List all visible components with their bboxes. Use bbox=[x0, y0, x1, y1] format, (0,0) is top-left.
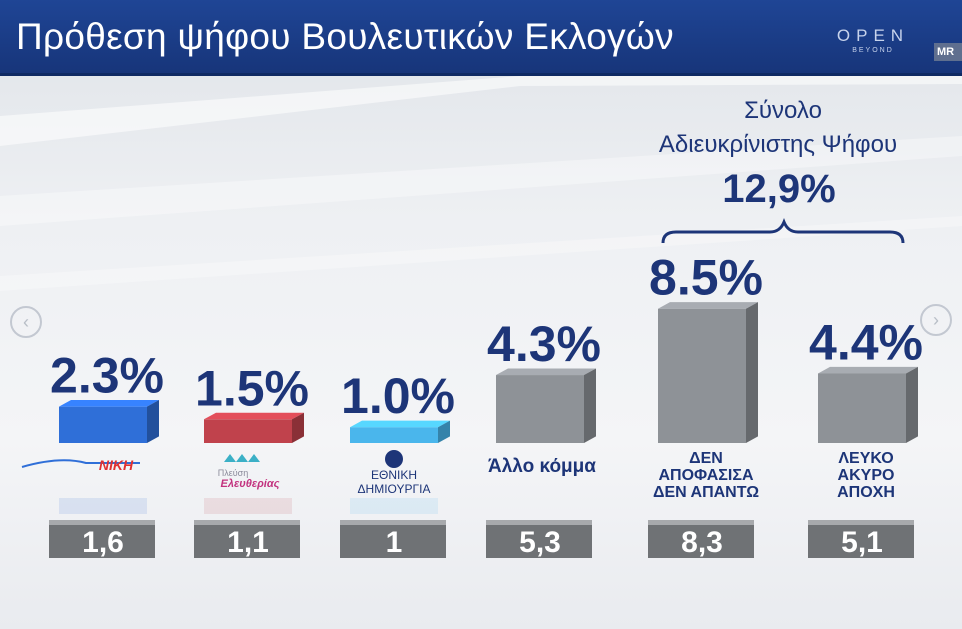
previous-value-box-top-5 bbox=[648, 520, 754, 525]
ethniki-logo-text-2: ΔΗΜΙΟΥΡΓΙΑ bbox=[358, 482, 431, 496]
bar-side-1 bbox=[147, 400, 159, 443]
bar-top-4 bbox=[496, 368, 596, 376]
previous-value-box-2 bbox=[194, 520, 300, 558]
bar-side-6 bbox=[906, 366, 918, 443]
value-label-5: 8.5% bbox=[649, 250, 763, 306]
previous-value-5: 8,3 bbox=[681, 526, 723, 559]
bar-top-3 bbox=[350, 420, 450, 428]
bar-top-6 bbox=[818, 366, 918, 374]
bar-top-5 bbox=[658, 302, 758, 309]
previous-value-box-top-3 bbox=[340, 520, 446, 525]
bar-side-2 bbox=[292, 412, 304, 443]
brand-sub-text: BEYOND bbox=[852, 47, 894, 54]
bar-1 bbox=[59, 406, 147, 443]
undecided-label-line2: Αδιευκρίνιστης Ψήφου bbox=[659, 131, 897, 158]
previous-value-box-top-2 bbox=[194, 520, 300, 525]
undecided-bracket bbox=[661, 217, 905, 244]
previous-value-box-top-1 bbox=[49, 520, 155, 525]
previous-value-box-3 bbox=[340, 520, 446, 558]
bar-4 bbox=[496, 375, 584, 443]
value-label-2: 1.5% bbox=[195, 360, 309, 416]
previous-value-box-top-6 bbox=[808, 520, 914, 525]
bar-reflection-3 bbox=[350, 498, 438, 514]
previous-value-1: 1,6 bbox=[82, 526, 124, 559]
value-label-4: 4.3% bbox=[487, 316, 601, 372]
undecided-total: 12,9% bbox=[722, 167, 835, 211]
bar-label-5-line-3: ΔΕΝ ΑΠΑΝΤΩ bbox=[653, 484, 759, 501]
value-label-1: 2.3% bbox=[50, 348, 164, 404]
previous-value-box-1 bbox=[49, 520, 155, 558]
mrb-badge: MR bbox=[934, 43, 962, 61]
previous-value-box-4 bbox=[486, 520, 592, 558]
bar-label-4: Άλλο κόμμα bbox=[488, 456, 596, 477]
bar-top-2 bbox=[204, 412, 304, 420]
previous-value-box-top-4 bbox=[486, 520, 592, 525]
previous-value-4: 5,3 bbox=[519, 526, 561, 559]
bar-2 bbox=[204, 419, 292, 443]
brand-main-text: OPEN bbox=[836, 26, 910, 45]
bar-5 bbox=[658, 308, 746, 443]
header-bar: Πρόθεση ψήφου Βουλευτικών Εκλογών OPEN B… bbox=[0, 0, 962, 76]
niki-logo-text: ΝΙΚΗ bbox=[99, 457, 134, 473]
background-stripes bbox=[0, 76, 962, 291]
bar-label-5-line-2: ΑΠΟΦΑΣΙΣΑ bbox=[658, 467, 753, 484]
bar-label-6-line-1: ΛΕΥΚΟ bbox=[838, 450, 893, 467]
pleusi-logo-text-2: Ελευθερίας bbox=[220, 478, 279, 490]
pleusi-logo-sails bbox=[224, 454, 260, 462]
value-label-6: 4.4% bbox=[809, 314, 923, 370]
niki-logo-swoosh bbox=[21, 459, 140, 468]
ethniki-logo-emblem bbox=[385, 450, 403, 468]
bar-top-1 bbox=[59, 400, 159, 407]
bar-6 bbox=[818, 373, 906, 443]
next-slide-button[interactable]: › bbox=[920, 304, 952, 336]
bar-side-3 bbox=[438, 420, 450, 443]
previous-value-2: 1,1 bbox=[227, 526, 269, 559]
previous-value-box-6 bbox=[808, 520, 914, 558]
open-beyond-logo: OPEN BEYOND bbox=[832, 26, 914, 54]
bar-side-4 bbox=[584, 368, 596, 443]
ethniki-logo-text-1: ΕΘΝΙΚΗ bbox=[371, 468, 417, 482]
bar-side-5 bbox=[746, 302, 758, 443]
bar-label-5-line-1: ΔΕΝ bbox=[689, 450, 723, 467]
bar-label-6-line-3: ΑΠΟΧΗ bbox=[837, 484, 895, 501]
page-title: Πρόθεση ψήφου Βουλευτικών Εκλογών bbox=[16, 16, 674, 57]
bar-label-6-line-2: ΑΚΥΡΟ bbox=[838, 467, 895, 484]
prev-slide-button[interactable]: ‹ bbox=[10, 306, 42, 338]
previous-value-3: 1 bbox=[386, 526, 403, 559]
bar-reflection-2 bbox=[204, 498, 292, 514]
previous-value-box-5 bbox=[648, 520, 754, 558]
bar-reflection-1 bbox=[59, 498, 147, 514]
previous-value-6: 5,1 bbox=[841, 526, 883, 559]
undecided-label-line1: Σύνολο bbox=[744, 97, 822, 124]
pleusi-logo-text-1: Πλεύση bbox=[218, 468, 249, 478]
value-label-3: 1.0% bbox=[341, 368, 455, 424]
bar-3 bbox=[350, 427, 438, 443]
